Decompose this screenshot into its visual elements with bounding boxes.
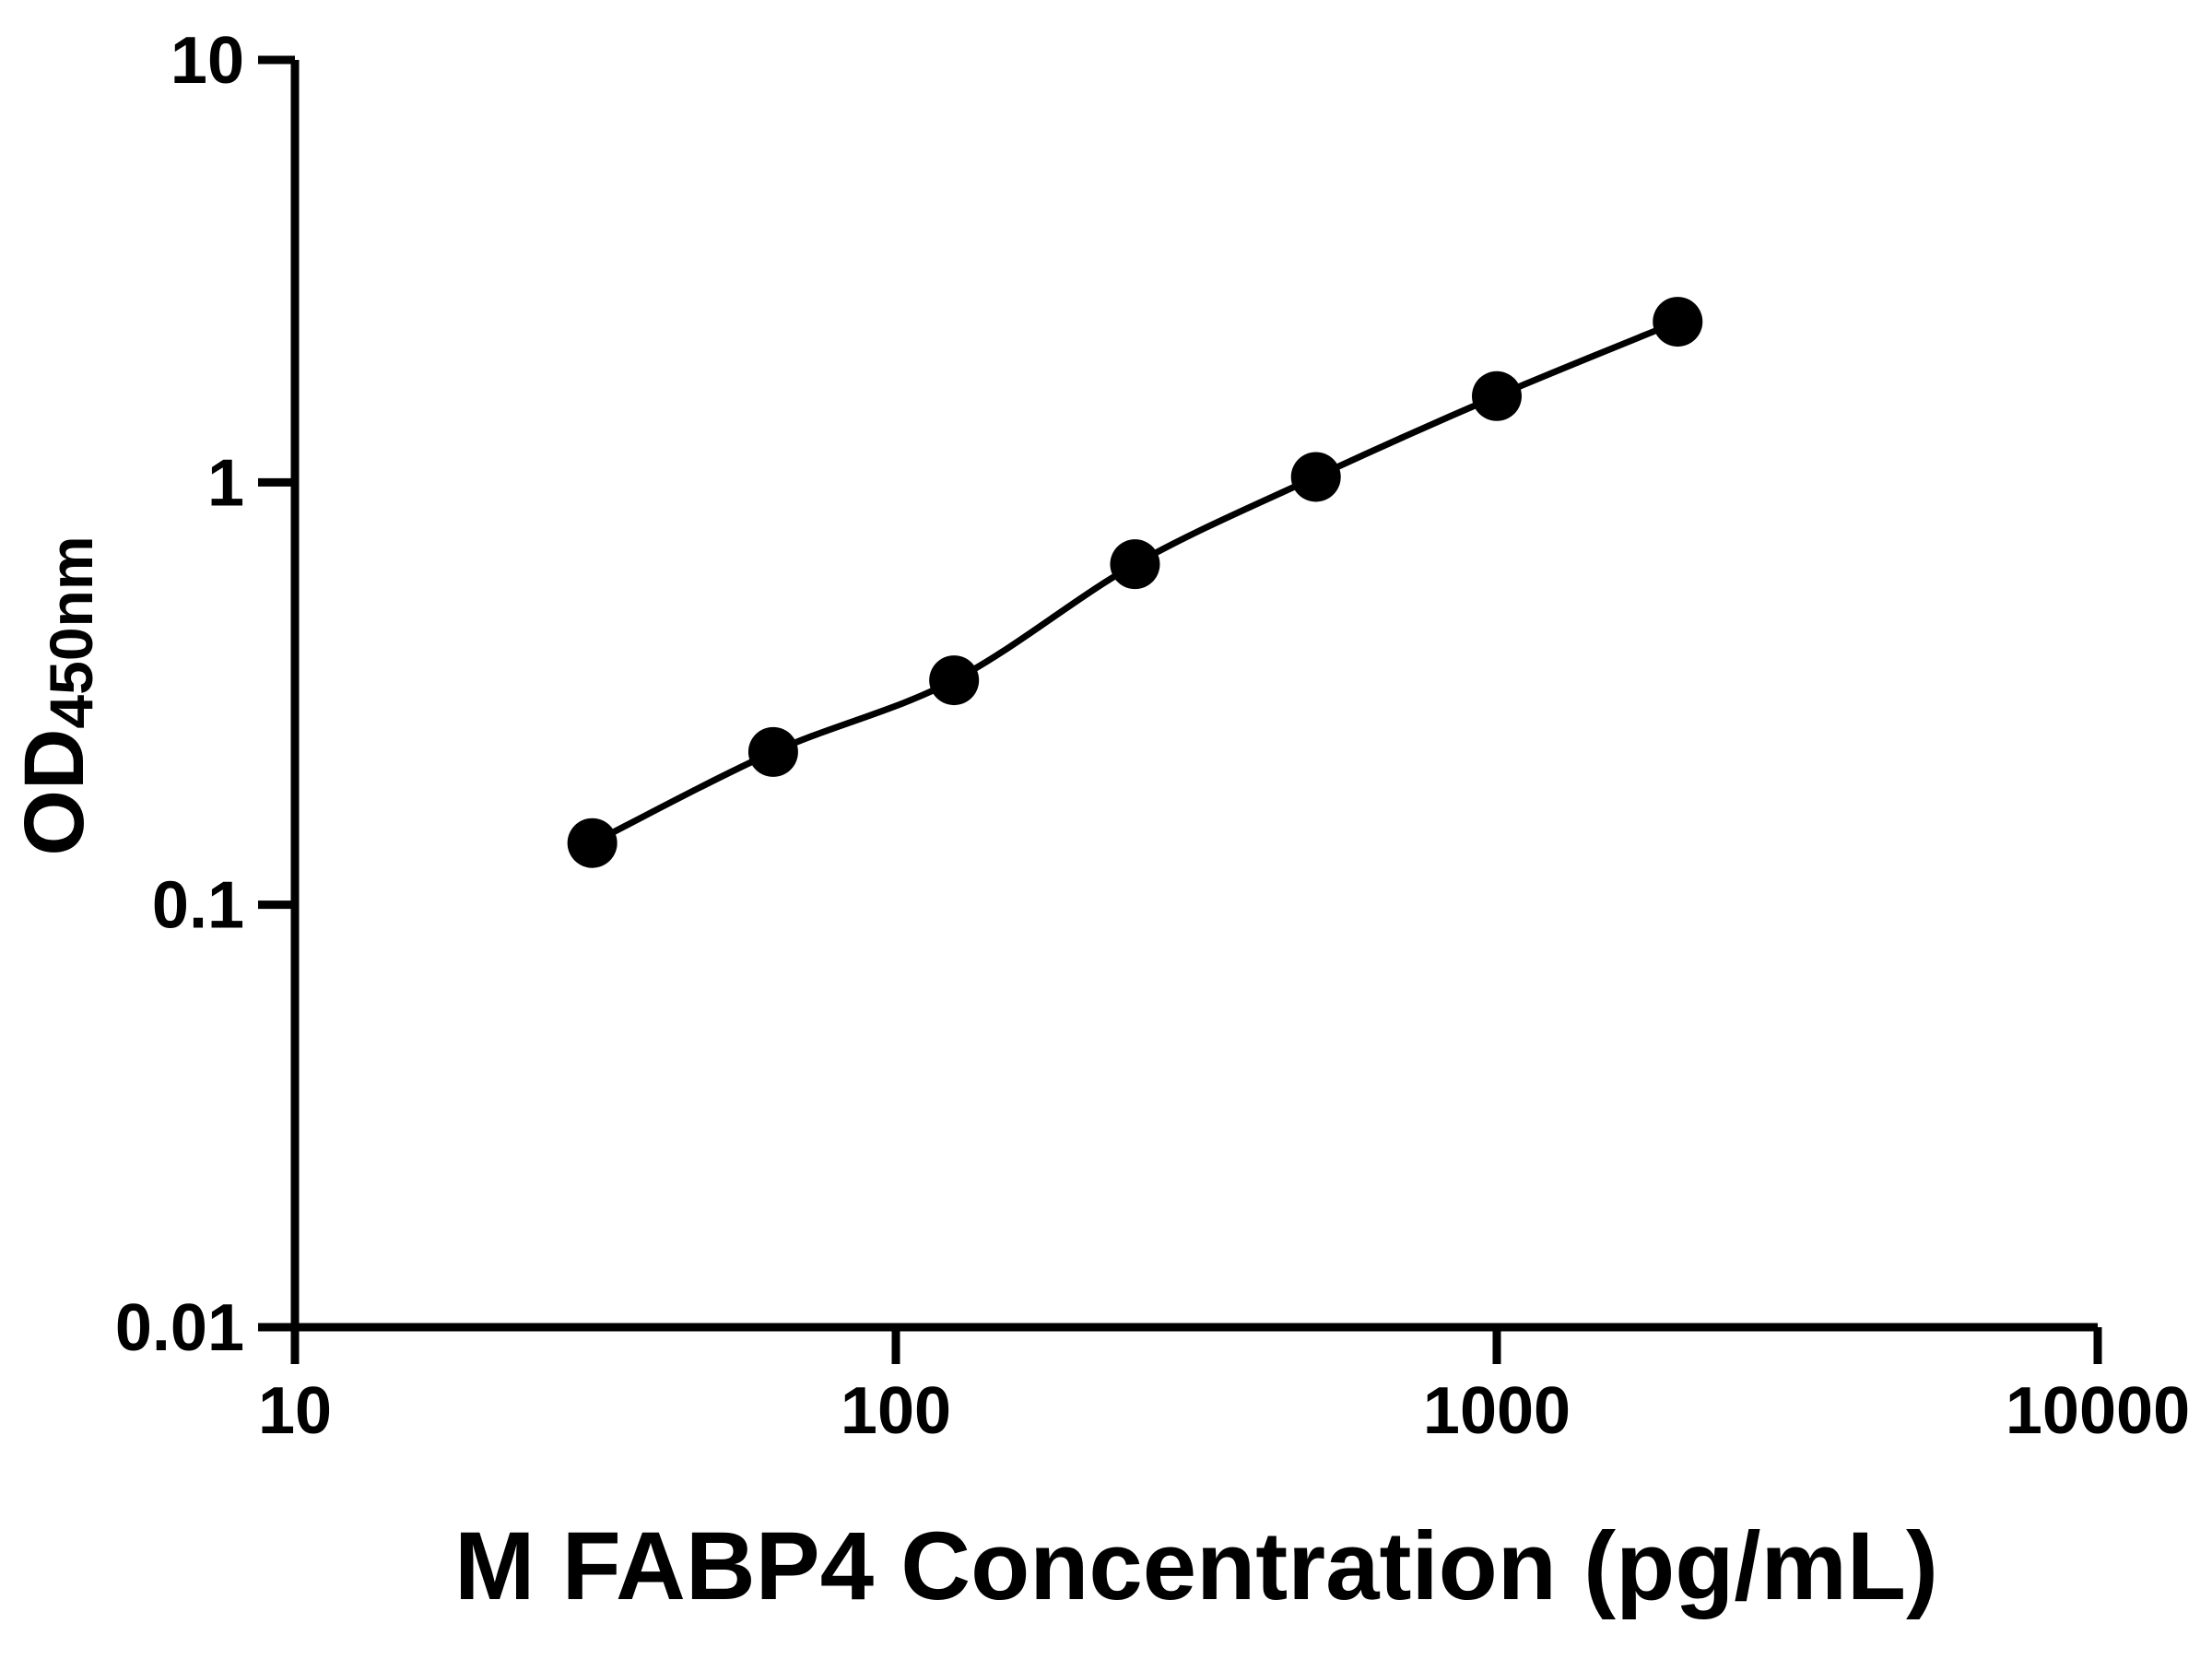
x-tick-label: 100 — [841, 1374, 951, 1448]
y-axis-title-subscript: 450nm — [37, 535, 105, 728]
data-point — [929, 655, 980, 706]
y-tick-label: 0.01 — [115, 1291, 244, 1365]
plot-area: 10 100 1000 10000 0.01 0.1 1 10 — [115, 24, 2190, 1448]
data-point — [1110, 539, 1160, 590]
x-axis-title: M FABP4 Concentration (pg/mL) — [454, 1512, 1938, 1620]
data-point — [1290, 452, 1341, 502]
data-point — [567, 818, 618, 868]
y-tick-label: 10 — [171, 24, 244, 98]
x-tick-label: 10000 — [2006, 1374, 2190, 1448]
y-axis-title: OD450nm — [7, 535, 105, 855]
y-tick-label: 0.1 — [152, 869, 244, 943]
data-point — [1653, 297, 1703, 347]
y-tick-label: 1 — [207, 446, 244, 520]
y-axis-title-main: OD — [7, 729, 101, 856]
x-tick-label: 1000 — [1423, 1374, 1571, 1448]
data-point — [747, 726, 798, 777]
data-point — [1472, 371, 1522, 421]
x-tick-label: 10 — [258, 1374, 332, 1448]
